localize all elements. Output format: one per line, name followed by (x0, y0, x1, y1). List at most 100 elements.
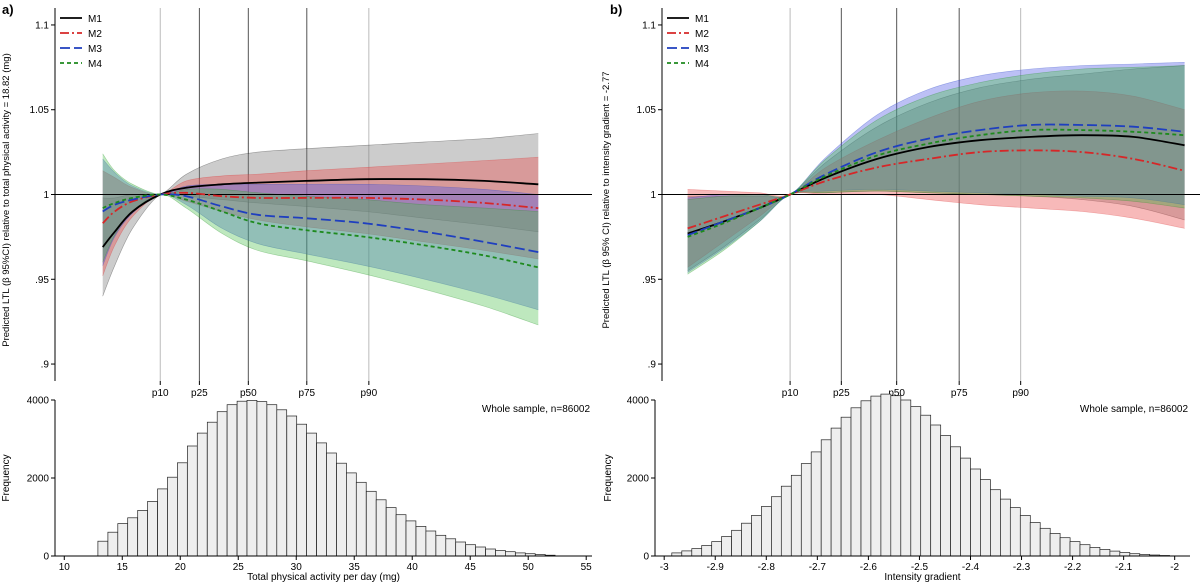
ci-edge (687, 90, 1185, 197)
percentile-label: p75 (298, 388, 315, 399)
histogram-bar (316, 442, 327, 557)
histogram-bar (266, 404, 278, 557)
hist-y-tick-label: 0 (43, 552, 49, 563)
hist-y-axis-label: Frequency (603, 454, 614, 501)
hist-x-tick-label: 55 (581, 562, 593, 573)
histogram-bar (761, 506, 772, 557)
histogram-bar (395, 514, 407, 557)
histogram-bar (256, 401, 268, 557)
histogram-bar (127, 517, 138, 557)
histogram-bar (711, 541, 723, 557)
histogram-bar (860, 400, 872, 557)
legend-label-m1: M1 (695, 14, 709, 25)
histogram-bar (495, 550, 506, 557)
histogram-bar (1000, 498, 1011, 557)
histogram-bar (950, 446, 961, 557)
ci-band-m4 (102, 153, 539, 325)
histogram-bar (990, 489, 1001, 557)
histogram-bar (771, 496, 782, 557)
histogram-bar (107, 531, 119, 557)
histogram-bar (1099, 549, 1111, 557)
hist-x-axis-label: Total physical activity per day (mg) (247, 572, 400, 583)
histogram-bar (355, 481, 367, 557)
histogram-bar (326, 452, 337, 557)
panel-a-label: a) (2, 2, 14, 17)
hist-x-tick-label: 10 (59, 562, 71, 573)
spline-chart-b: 1.1 1.05 1 .95 .9 Predicted LTL (β 95% CI) re… (601, 8, 1200, 399)
percentile-label: p25 (833, 388, 850, 399)
ci-edge (687, 192, 1185, 268)
ci-band-m3 (687, 62, 1185, 273)
ci-edge (102, 153, 539, 212)
histogram-bar (1039, 527, 1051, 557)
ci-edge (102, 194, 539, 311)
histogram-bar (900, 399, 912, 557)
histogram-bar (455, 541, 466, 557)
histogram-bar (405, 520, 417, 557)
series-line-m2 (687, 149, 1185, 230)
ci-edge (102, 192, 539, 297)
legend-label-m2: M2 (695, 29, 709, 40)
ci-band-m1 (687, 65, 1185, 271)
histogram-bar (910, 406, 922, 557)
histogram-bar (930, 424, 942, 557)
hist-x-axis-label: Intensity gradient (884, 572, 960, 583)
ci-edge (687, 190, 1185, 272)
histogram-bar (425, 530, 437, 557)
histogram-bar (415, 526, 427, 557)
histogram-bar (840, 416, 852, 557)
histogram-bar (960, 457, 971, 557)
hist-x-tick-label: 40 (407, 562, 419, 573)
y-tick-label: .95 (35, 275, 49, 286)
histogram-bar (445, 538, 457, 557)
histogram-bar (1009, 507, 1021, 557)
percentile-label: p90 (361, 388, 378, 399)
y-tick-label: .9 (648, 360, 657, 371)
hist-y-tick-label: 2000 (627, 474, 650, 485)
percentile-label: p50 (888, 388, 905, 399)
y-tick-label: 1 (43, 190, 49, 201)
histogram-bar (890, 395, 902, 557)
histogram-bar (800, 463, 812, 557)
ci-edge (102, 193, 539, 277)
histogram-bar (286, 415, 298, 557)
hist-x-tick-label: -2.7 (809, 562, 827, 573)
histogram-bar (980, 479, 991, 557)
histogram-bar (147, 501, 158, 557)
histogram-bar (306, 432, 317, 557)
percentile-label: p10 (782, 388, 799, 399)
histogram-bar (741, 522, 752, 557)
ci-band-m4 (687, 65, 1185, 275)
y-tick-label: 1.1 (642, 20, 656, 31)
histogram-bar (780, 485, 792, 557)
histogram-bar (216, 411, 228, 557)
histogram-bar (681, 550, 693, 557)
y-axis-label: Predicted LTL (β 95% CI) relative to int… (601, 71, 612, 328)
histogram-bar (721, 536, 732, 557)
panel-b-label: b) (610, 2, 622, 17)
hist-x-tick-label: -3 (660, 562, 669, 573)
histogram-bar (505, 551, 516, 557)
ci-edge (102, 156, 539, 195)
histogram-bar (276, 409, 288, 557)
hist-x-tick-label: 45 (465, 562, 477, 573)
y-tick-label: 1.05 (637, 105, 657, 116)
histogram-bar (1089, 547, 1101, 557)
histogram-bar (731, 529, 742, 557)
series-line-m3 (102, 193, 539, 253)
hist-x-tick-label: 15 (117, 562, 129, 573)
hist-annotation: Whole sample, n=86002 (482, 404, 591, 415)
y-tick-label: 1.05 (30, 105, 50, 116)
hist-x-tick-label: 30 (291, 562, 303, 573)
histogram-bar (435, 534, 447, 557)
hist-x-tick-label: -2.6 (860, 562, 878, 573)
histogram-bar (177, 462, 188, 557)
ci-edge (687, 190, 1185, 275)
histogram-bar (940, 435, 951, 557)
ci-edge (687, 189, 1185, 273)
histogram-bar (206, 421, 218, 557)
histogram-bar (167, 476, 178, 557)
series-line-m1 (101, 178, 539, 248)
histogram-bar (137, 510, 148, 557)
histogram-bar (1069, 541, 1081, 557)
